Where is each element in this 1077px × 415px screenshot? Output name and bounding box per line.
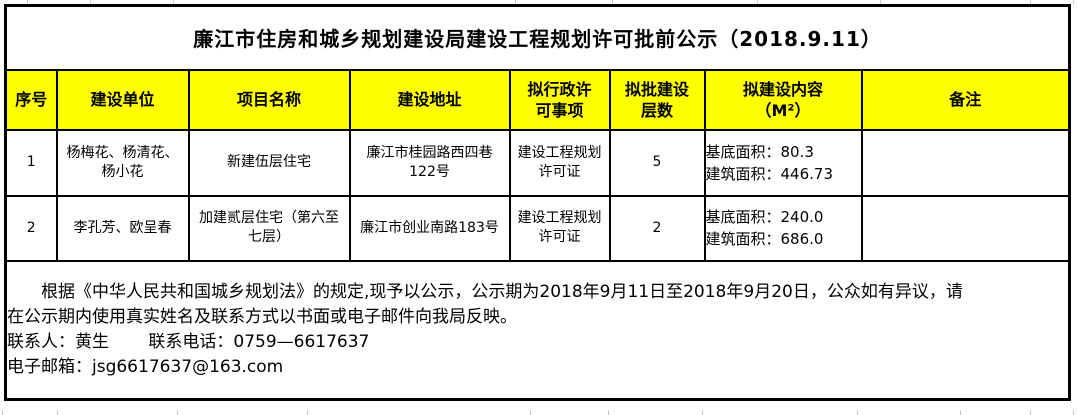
spreadsheet-gridline (515, 0, 516, 4)
cell-project: 新建伍层住宅 (187, 128, 351, 197)
col-header-project-name: 项目名称 (187, 68, 351, 131)
spreadsheet-gridline (880, 0, 881, 4)
col-header-floors: 拟批建设 层数 (608, 68, 706, 131)
cell-serial: 2 (4, 194, 58, 262)
email-line: 电子邮箱：jsg6617637@163.com (7, 356, 284, 377)
cell-project: 加建贰层住宅（第六至 七层） (187, 194, 351, 262)
spreadsheet-gridline (702, 410, 703, 415)
notice-footer: 根据《中华人民共和国城乡规划法》的规定,现予以公示，公示期为2018年9月11日… (4, 259, 1071, 401)
spreadsheet-gridline (173, 0, 174, 4)
spreadsheet-gridline (27, 0, 28, 4)
title-row: 廉江市住房和城乡规划建设局建设工程规划许可批前公示（2018.9.11） (4, 4, 1071, 71)
cell-floors: 2 (608, 194, 706, 262)
cell-remark (860, 194, 1071, 262)
spreadsheet-gridline (960, 410, 961, 415)
cell-address: 廉江市桂园路西四巷 122号 (348, 128, 511, 197)
spreadsheet-gridline (90, 0, 91, 4)
footer-row: 根据《中华人民共和国城乡规划法》的规定,现予以公示，公示期为2018年9月11日… (4, 259, 1071, 401)
cell-floors: 5 (608, 128, 706, 197)
cell-content: 基底面积：240.0 建筑面积：686.0 (703, 194, 863, 262)
col-header-address: 建设地址 (348, 68, 511, 131)
spreadsheet-gridline (1030, 0, 1031, 4)
col-header-unit: 建设单位 (55, 68, 190, 131)
spreadsheet-gridline (2, 410, 3, 415)
spreadsheet-gridline (1073, 0, 1074, 4)
cell-permit: 建设工程规划 许可证 (508, 194, 611, 262)
cell-serial: 1 (4, 128, 58, 197)
spreadsheet-gridline (530, 410, 531, 415)
cell-remark (860, 128, 1071, 197)
spreadsheet-gridline (757, 0, 758, 4)
col-header-content: 拟建设内容 （M²） (703, 68, 863, 131)
table-row: 2 李孔芳、欧呈春 加建贰层住宅（第六至 七层） 廉江市创业南路183号 建设工… (4, 194, 1071, 262)
notice-paragraph-line: 在公示期内使用真实姓名及联系方式以书面或电子邮件向我局反映。 (7, 306, 517, 327)
spreadsheet-gridline (57, 410, 58, 415)
col-header-permit-type: 拟行政许 可事项 (508, 68, 611, 131)
col-header-remark: 备注 (860, 68, 1071, 131)
spreadsheet-gridline (307, 410, 308, 415)
spreadsheet-gridline (1073, 410, 1074, 415)
page-title: 廉江市住房和城乡规划建设局建设工程规划许可批前公示（2018.9.11） (4, 4, 1071, 71)
notice-paragraph-line: 根据《中华人民共和国城乡规划法》的规定,现予以公示，公示期为2018年9月11日… (41, 281, 963, 302)
spreadsheet-gridline (177, 410, 178, 415)
table-row: 1 杨梅花、杨清花、 杨小花 新建伍层住宅 廉江市桂园路西四巷 122号 建设工… (4, 128, 1071, 197)
spreadsheet-gridline (612, 0, 613, 4)
cell-unit: 杨梅花、杨清花、 杨小花 (55, 128, 190, 197)
cell-address: 廉江市创业南路183号 (348, 194, 511, 262)
spreadsheet-gridline (1030, 410, 1031, 415)
contact-line: 联系人：黄生 联系电话：0759—6617637 (7, 331, 370, 352)
cell-permit: 建设工程规划 许可证 (508, 128, 611, 197)
cell-content: 基底面积：80.3 建筑面积：446.73 (703, 128, 863, 197)
spreadsheet-gridline (857, 410, 858, 415)
cell-unit: 李孔芳、欧呈春 (55, 194, 190, 262)
notice-table: 廉江市住房和城乡规划建设局建设工程规划许可批前公示（2018.9.11） 序号 … (4, 4, 1072, 401)
header-row: 序号 建设单位 项目名称 建设地址 拟行政许 可事项 拟批建设 层数 (4, 68, 1071, 131)
col-header-serial: 序号 (4, 68, 58, 131)
spreadsheet-gridline (608, 410, 609, 415)
